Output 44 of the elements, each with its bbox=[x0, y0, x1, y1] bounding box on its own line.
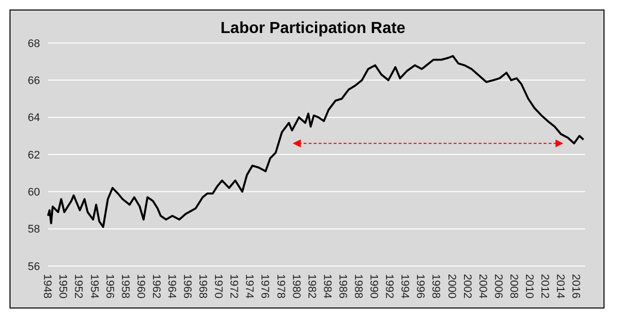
x-tick-label: 2014 bbox=[554, 274, 566, 298]
x-tick-label: 2006 bbox=[492, 274, 504, 298]
x-tick-label: 1984 bbox=[320, 274, 333, 298]
x-tick-label: 1972 bbox=[228, 274, 240, 298]
y-tick-label: 68 bbox=[28, 38, 40, 50]
x-tick-label: 1992 bbox=[383, 274, 396, 298]
x-tick-label: 1978 bbox=[274, 274, 286, 298]
x-tick-label: 2002 bbox=[460, 274, 473, 298]
x-tick-label: 1968 bbox=[196, 274, 209, 298]
x-tick-label: 1980 bbox=[290, 274, 302, 298]
y-tick-label: 64 bbox=[28, 112, 40, 124]
y-tick-label: 62 bbox=[28, 149, 40, 162]
y-tick-label: 66 bbox=[28, 75, 40, 88]
x-tick-label: 1950 bbox=[56, 274, 69, 298]
chart-title: Labor Participation Rate bbox=[220, 20, 406, 37]
x-tick-label: 1958 bbox=[118, 274, 131, 298]
y-tick-label: 58 bbox=[28, 224, 40, 236]
x-tick-label: 1962 bbox=[150, 274, 162, 298]
x-tick-label: 1966 bbox=[181, 274, 194, 298]
x-tick-label: 1970 bbox=[212, 274, 224, 298]
x-tick-label: 1956 bbox=[103, 274, 116, 298]
x-tick-label: 2000 bbox=[445, 274, 458, 298]
x-tick-label: 1960 bbox=[134, 274, 146, 298]
y-tick-label: 60 bbox=[28, 186, 40, 199]
x-tick-label: 2012 bbox=[538, 274, 551, 298]
x-tick-label: 2016 bbox=[570, 274, 582, 298]
x-tick-label: 1976 bbox=[258, 274, 271, 298]
x-tick-label: 2004 bbox=[476, 274, 488, 298]
y-tick-label: 56 bbox=[28, 260, 40, 273]
x-tick-label: 2008 bbox=[507, 274, 520, 298]
line-series bbox=[47, 55, 584, 228]
x-tick-label: 1990 bbox=[368, 274, 380, 298]
x-tick-label: 1998 bbox=[430, 274, 442, 298]
x-tick-label: 1988 bbox=[352, 274, 364, 298]
x-tick-label: 1982 bbox=[305, 274, 318, 298]
x-tick-label: 1954 bbox=[88, 274, 100, 298]
x-tick-label: 1948 bbox=[41, 274, 54, 298]
x-tick-label: 1964 bbox=[165, 274, 178, 298]
x-tick-label: 1974 bbox=[243, 274, 256, 298]
x-tick-label: 1986 bbox=[336, 274, 348, 298]
x-tick-label: 2010 bbox=[522, 274, 535, 298]
x-tick-label: 1952 bbox=[72, 274, 84, 298]
x-tick-label: 1996 bbox=[414, 274, 426, 298]
x-tick-label: 1994 bbox=[398, 274, 411, 298]
